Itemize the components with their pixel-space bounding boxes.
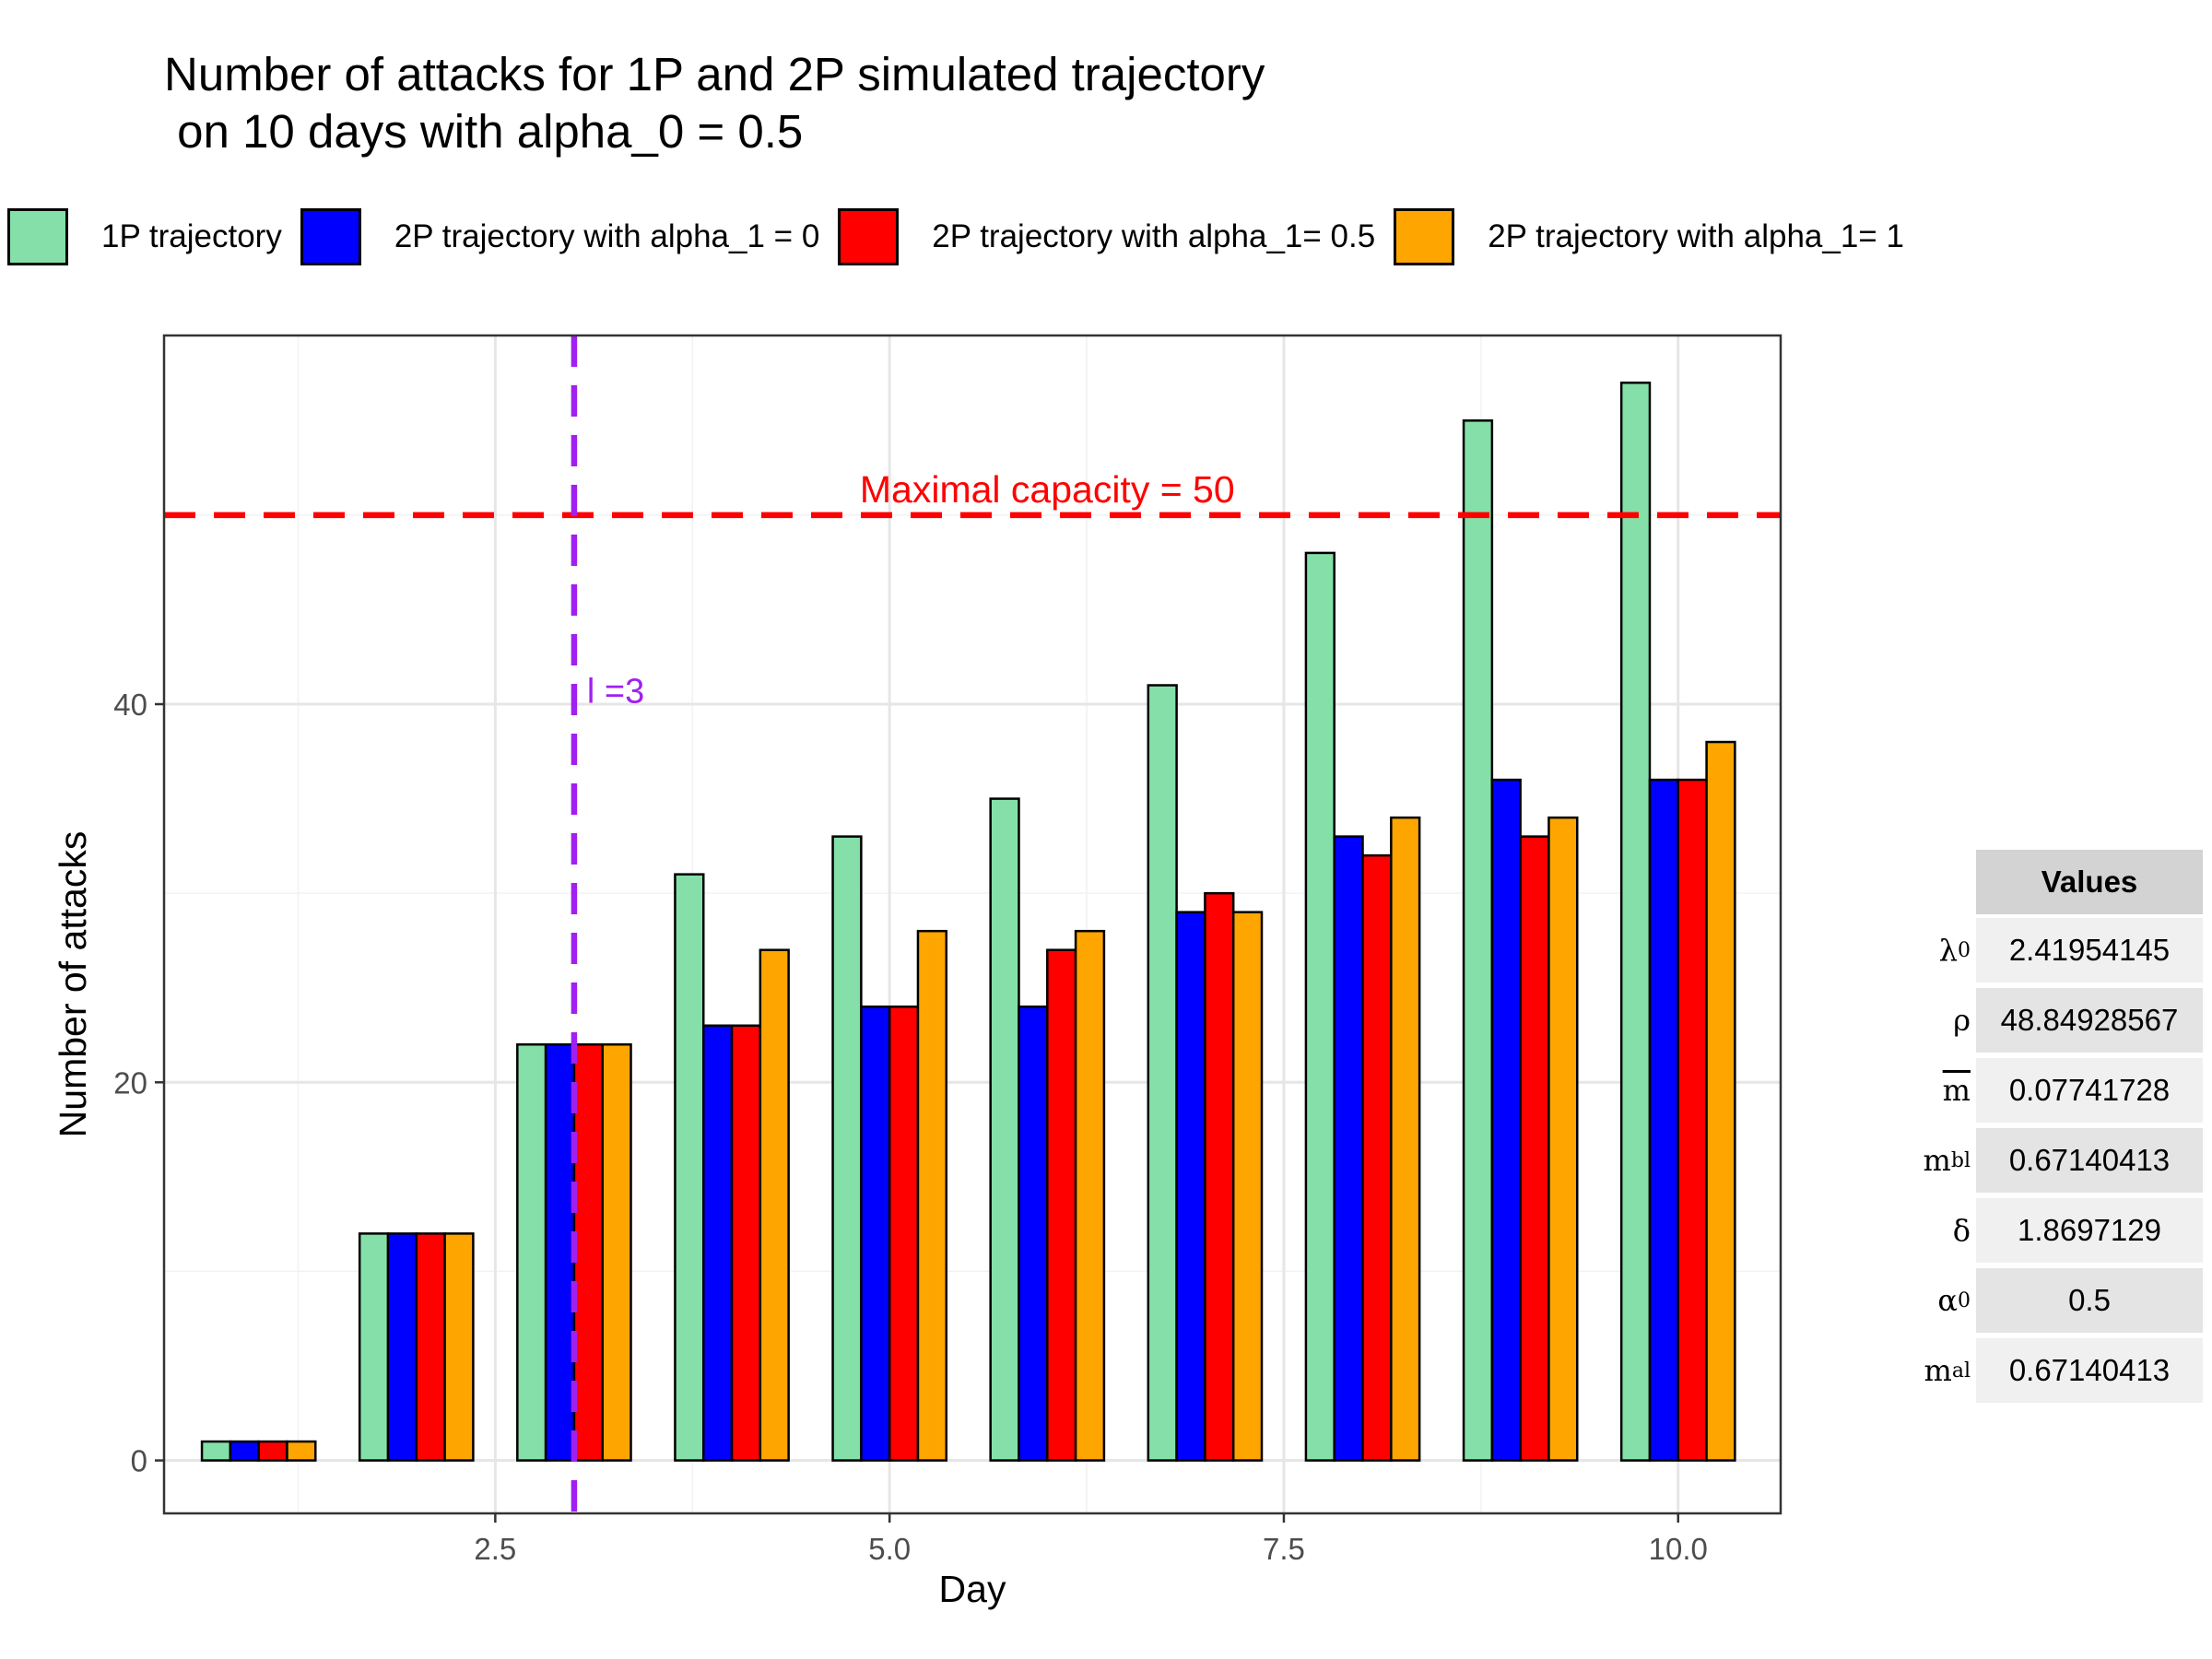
legend-swatch-2p-alpha0 <box>300 208 361 265</box>
bar-day9-series2 <box>1490 778 1522 1462</box>
param-value: 48.84928567 <box>1976 988 2203 1053</box>
param-value: 0.67140413 <box>1976 1338 2203 1403</box>
legend-item-2p-alpha1: 2P trajectory with alpha_1= 1 <box>1394 208 1904 265</box>
x-tick-label: 5.0 <box>868 1532 911 1566</box>
bar-day10-series3 <box>1677 778 1708 1462</box>
bar-day8-series4 <box>1390 816 1421 1462</box>
params-table-row: m bl 0.67140413 <box>1891 1126 2203 1194</box>
y-tick-label: 20 <box>113 1065 147 1100</box>
bar-day5-series1 <box>831 835 863 1462</box>
param-value: 0.5 <box>1976 1268 2203 1333</box>
legend-label-1p: 1P trajectory <box>101 218 282 254</box>
bar-day10-series2 <box>1648 778 1680 1462</box>
param-symbol: δ <box>1952 1213 1971 1248</box>
legend-item-1p: 1P trajectory <box>7 208 282 265</box>
params-table-row: m 0.07741728 <box>1891 1056 2203 1124</box>
bar-day2-series1 <box>358 1232 390 1462</box>
param-value: 0.67140413 <box>1976 1128 2203 1193</box>
bar-day10-series1 <box>1619 382 1652 1462</box>
y-tick-label: 0 <box>131 1444 147 1478</box>
y-axis-title: Number of attacks <box>52 831 94 1138</box>
bar-day4-series1 <box>674 873 705 1462</box>
bar-day1-series4 <box>286 1440 317 1462</box>
bar-day6-series1 <box>989 797 1020 1462</box>
bar-day3-series2 <box>544 1043 576 1462</box>
params-table-header: Values <box>1976 850 2203 914</box>
bar-day8-series3 <box>1361 853 1393 1462</box>
intervention-label: l =3 <box>587 673 644 712</box>
bar-day4-series2 <box>701 1024 734 1462</box>
bar-day5-series2 <box>860 1005 891 1462</box>
max-capacity-label: Maximal capacity = 50 <box>860 468 1235 511</box>
params-table-row: α 0 0.5 <box>1891 1266 2203 1335</box>
bar-day1-series2 <box>229 1440 260 1462</box>
bar-day1-series3 <box>257 1440 288 1462</box>
bar-day9-series1 <box>1462 419 1494 1462</box>
y-tick-label: 40 <box>113 688 147 722</box>
bar-day9-series3 <box>1519 835 1550 1462</box>
bar-day2-series3 <box>415 1232 446 1462</box>
bar-day7-series3 <box>1204 891 1235 1462</box>
param-symbol: m <box>1942 1073 1971 1108</box>
param-value: 2.41954145 <box>1976 918 2203 982</box>
legend-swatch-2p-alpha1 <box>1394 208 1455 265</box>
legend-label-2p-alpha1: 2P trajectory with alpha_1= 1 <box>1488 218 1904 254</box>
bar-day7-series2 <box>1175 911 1206 1462</box>
bar-day10-series4 <box>1705 740 1736 1462</box>
legend-swatch-1p <box>7 208 68 265</box>
bar-day4-series4 <box>759 948 790 1462</box>
chart-title-line2: on 10 days with alpha_0 = 0.5 <box>164 105 804 158</box>
bar-day6-series2 <box>1018 1005 1049 1462</box>
bar-day5-series4 <box>916 929 948 1462</box>
bar-day2-series4 <box>443 1232 475 1462</box>
legend-item-2p-alpha0: 2P trajectory with alpha_1 = 0 <box>300 208 819 265</box>
bar-day3-series1 <box>516 1043 547 1462</box>
legend: 1P trajectory 2P trajectory with alpha_1… <box>7 205 1923 269</box>
bar-day8-series1 <box>1304 551 1335 1462</box>
chart-title-line1: Number of attacks for 1P and 2P simulate… <box>164 48 1265 100</box>
param-symbol: m bl <box>1923 1143 1971 1178</box>
params-table-row: δ 1.8697129 <box>1891 1196 2203 1265</box>
x-axis-title: Day <box>939 1568 1006 1610</box>
params-table-row: λ 0 2.41954145 <box>1891 916 2203 984</box>
chart-title: Number of attacks for 1P and 2P simulate… <box>164 46 1265 160</box>
bar-day8-series2 <box>1333 835 1364 1462</box>
params-table-row: ρ 48.84928567 <box>1891 986 2203 1054</box>
legend-swatch-2p-alpha05 <box>838 208 900 265</box>
bar-day7-series1 <box>1147 684 1178 1462</box>
param-value: 1.8697129 <box>1976 1198 2203 1263</box>
bar-day1-series1 <box>200 1440 232 1462</box>
legend-label-2p-alpha0: 2P trajectory with alpha_1 = 0 <box>394 218 820 254</box>
bar-day4-series3 <box>730 1024 762 1462</box>
bar-day2-series2 <box>386 1232 418 1462</box>
plot-border <box>162 334 1783 1515</box>
legend-item-2p-alpha05: 2P trajectory with alpha_1= 0.5 <box>838 208 1375 265</box>
params-table-row: m al 0.67140413 <box>1891 1336 2203 1405</box>
bar-day5-series3 <box>888 1005 920 1462</box>
bar-day6-series3 <box>1046 948 1077 1462</box>
param-value: 0.07741728 <box>1976 1058 2203 1123</box>
param-symbol: m al <box>1924 1353 1971 1388</box>
legend-label-2p-alpha05: 2P trajectory with alpha_1= 0.5 <box>932 218 1376 254</box>
x-tick-label: 10.0 <box>1649 1532 1708 1566</box>
bar-day6-series4 <box>1074 929 1106 1462</box>
x-tick-label: 2.5 <box>474 1532 516 1566</box>
param-symbol: ρ <box>1953 1003 1971 1038</box>
bar-day3-series4 <box>601 1043 632 1462</box>
bar-day3-series3 <box>572 1043 604 1462</box>
x-tick-label: 7.5 <box>1263 1532 1305 1566</box>
bar-day7-series4 <box>1231 911 1264 1462</box>
bar-day9-series4 <box>1547 816 1579 1462</box>
